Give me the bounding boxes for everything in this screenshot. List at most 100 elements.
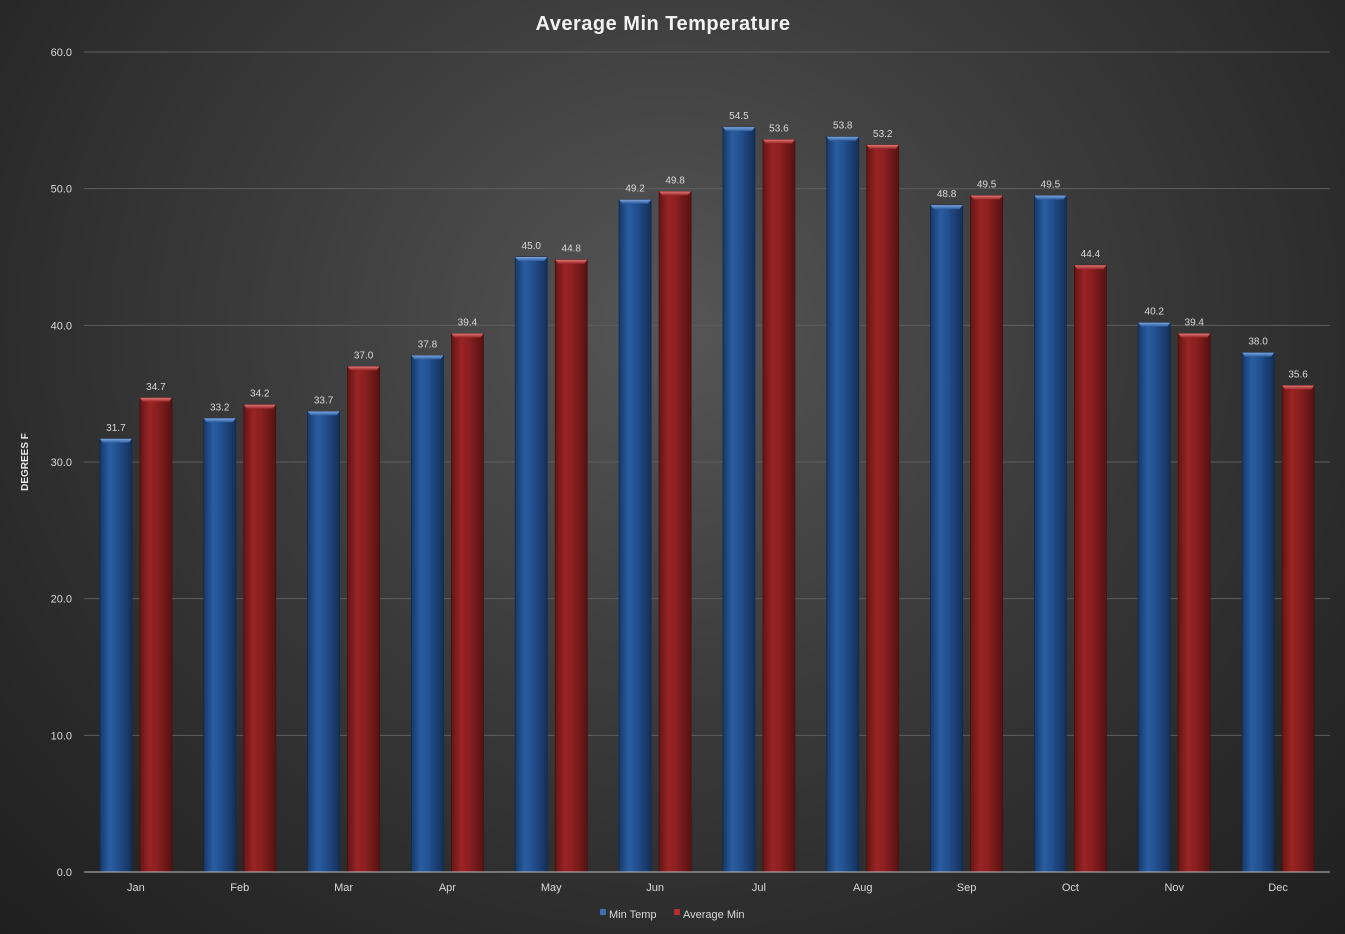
- bar-min-temp-nov: [1137, 322, 1171, 873]
- data-label: 33.7: [314, 395, 334, 406]
- data-label: 44.4: [1081, 249, 1101, 260]
- y-tick-label: 50.0: [51, 184, 72, 196]
- bar-cap: [659, 191, 692, 196]
- data-label: 39.4: [1185, 318, 1205, 329]
- legend: Min Temp Average Min: [600, 909, 745, 921]
- bar-min-temp-may: [514, 256, 548, 873]
- legend-marker: [674, 909, 680, 915]
- x-tick-label: Apr: [439, 882, 456, 894]
- x-tick-label: Nov: [1164, 882, 1184, 894]
- bar-cap: [307, 411, 340, 416]
- bar-min-temp-feb: [203, 417, 237, 873]
- data-label: 39.4: [458, 318, 478, 329]
- bar-average-min-oct: [1074, 264, 1107, 873]
- bar-average-min-mar: [347, 365, 380, 873]
- bar-min-temp-aug: [826, 136, 860, 873]
- x-tick-label: Jun: [646, 882, 664, 894]
- bar-min-temp-jan: [99, 438, 133, 873]
- bar-min-temp-oct: [1034, 195, 1067, 873]
- data-labels: 31.7 34.7 33.2 34.2 33.7 37.0 37.8 39.4 45.0 44.8…: [106, 111, 1308, 434]
- bar-average-min-feb: [243, 404, 277, 873]
- legend-label: Min Temp: [609, 909, 656, 921]
- bar-average-min-sep: [970, 195, 1003, 873]
- bar-cap: [515, 257, 548, 261]
- bar-average-min-apr: [451, 333, 484, 873]
- bar-min-temp-jul: [722, 126, 756, 873]
- bar-average-min-may: [554, 259, 588, 873]
- bar-average-min-aug: [866, 144, 900, 873]
- x-tick-label: Aug: [853, 882, 873, 894]
- data-label: 37.0: [354, 350, 374, 361]
- x-tick-label: Jan: [127, 882, 145, 894]
- data-label: 53.6: [769, 123, 789, 134]
- chart-title: Average Min Temperature: [536, 13, 791, 35]
- x-tick-label: Jul: [752, 882, 766, 894]
- data-label: 44.8: [562, 244, 582, 255]
- data-label: 54.5: [729, 111, 749, 122]
- data-label: 45.0: [522, 241, 542, 252]
- y-axis-ticks: 0.0 10.0 20.0 30.0 40.0 50.0 60.0: [51, 47, 72, 879]
- bar-cap: [347, 366, 380, 371]
- data-label: 48.8: [937, 189, 957, 200]
- bar-cap: [970, 195, 1003, 200]
- data-label: 33.2: [210, 402, 230, 413]
- legend-label: Average Min: [683, 909, 745, 921]
- data-label: 34.7: [146, 382, 166, 393]
- bar-min-temp-dec: [1241, 352, 1275, 873]
- data-label: 40.2: [1145, 307, 1165, 318]
- bar-average-min-dec: [1281, 385, 1315, 873]
- data-label: 49.5: [1041, 180, 1061, 191]
- x-axis-ticks: Jan Feb Mar Apr May Jun Jul Aug Sep Oct Nov Dec: [127, 882, 1288, 894]
- data-label: 34.2: [250, 389, 270, 400]
- bar-cap: [203, 418, 236, 423]
- bar-cap: [1242, 352, 1275, 357]
- bar-cap: [451, 333, 484, 338]
- bar-cap: [762, 139, 795, 144]
- bar-cap: [1034, 195, 1067, 200]
- data-label: 37.8: [418, 339, 438, 350]
- bar-cap: [866, 144, 899, 149]
- data-label: 31.7: [106, 423, 126, 434]
- x-tick-label: Sep: [957, 882, 977, 894]
- x-tick-label: Feb: [230, 882, 249, 894]
- bar-cap: [411, 355, 444, 360]
- bar-cap: [555, 259, 588, 264]
- data-label: 53.8: [833, 121, 853, 132]
- bar-cap: [243, 404, 276, 409]
- gridlines: [84, 51, 1330, 736]
- bar-cap: [930, 205, 963, 210]
- bar-cap: [99, 438, 132, 443]
- y-tick-label: 30.0: [51, 457, 72, 469]
- bar-average-min-jul: [762, 139, 796, 873]
- y-tick-label: 0.0: [57, 867, 72, 879]
- y-tick-label: 10.0: [51, 730, 72, 742]
- bar-average-min-jan: [139, 397, 173, 873]
- y-tick-label: 60.0: [51, 47, 72, 59]
- y-tick-label: 20.0: [51, 594, 72, 606]
- bar-cap: [826, 136, 859, 141]
- data-label: 49.2: [625, 184, 645, 195]
- y-tick-label: 40.0: [51, 320, 72, 332]
- legend-marker: [600, 909, 606, 915]
- data-label: 49.5: [977, 180, 997, 191]
- data-label: 49.8: [665, 175, 685, 186]
- bars: [99, 126, 1315, 873]
- data-label: 38.0: [1248, 337, 1268, 348]
- bar-average-min-nov: [1177, 333, 1211, 873]
- bar-cap: [722, 127, 755, 132]
- bar-cap: [1282, 385, 1315, 390]
- x-tick-label: Dec: [1268, 882, 1288, 894]
- y-axis-title: DEGREES F: [20, 433, 31, 491]
- bar-cap: [619, 199, 652, 204]
- bar-average-min-jun: [658, 190, 692, 873]
- data-label: 53.2: [873, 129, 893, 140]
- bar-min-temp-sep: [930, 204, 963, 873]
- bar-min-temp-jun: [618, 199, 652, 873]
- bar-cap: [139, 397, 172, 402]
- bar-min-temp-apr: [411, 354, 444, 873]
- x-tick-label: Mar: [334, 882, 353, 894]
- bar-cap: [1074, 265, 1107, 270]
- x-tick-label: Oct: [1062, 882, 1079, 894]
- bar-min-temp-mar: [307, 411, 340, 873]
